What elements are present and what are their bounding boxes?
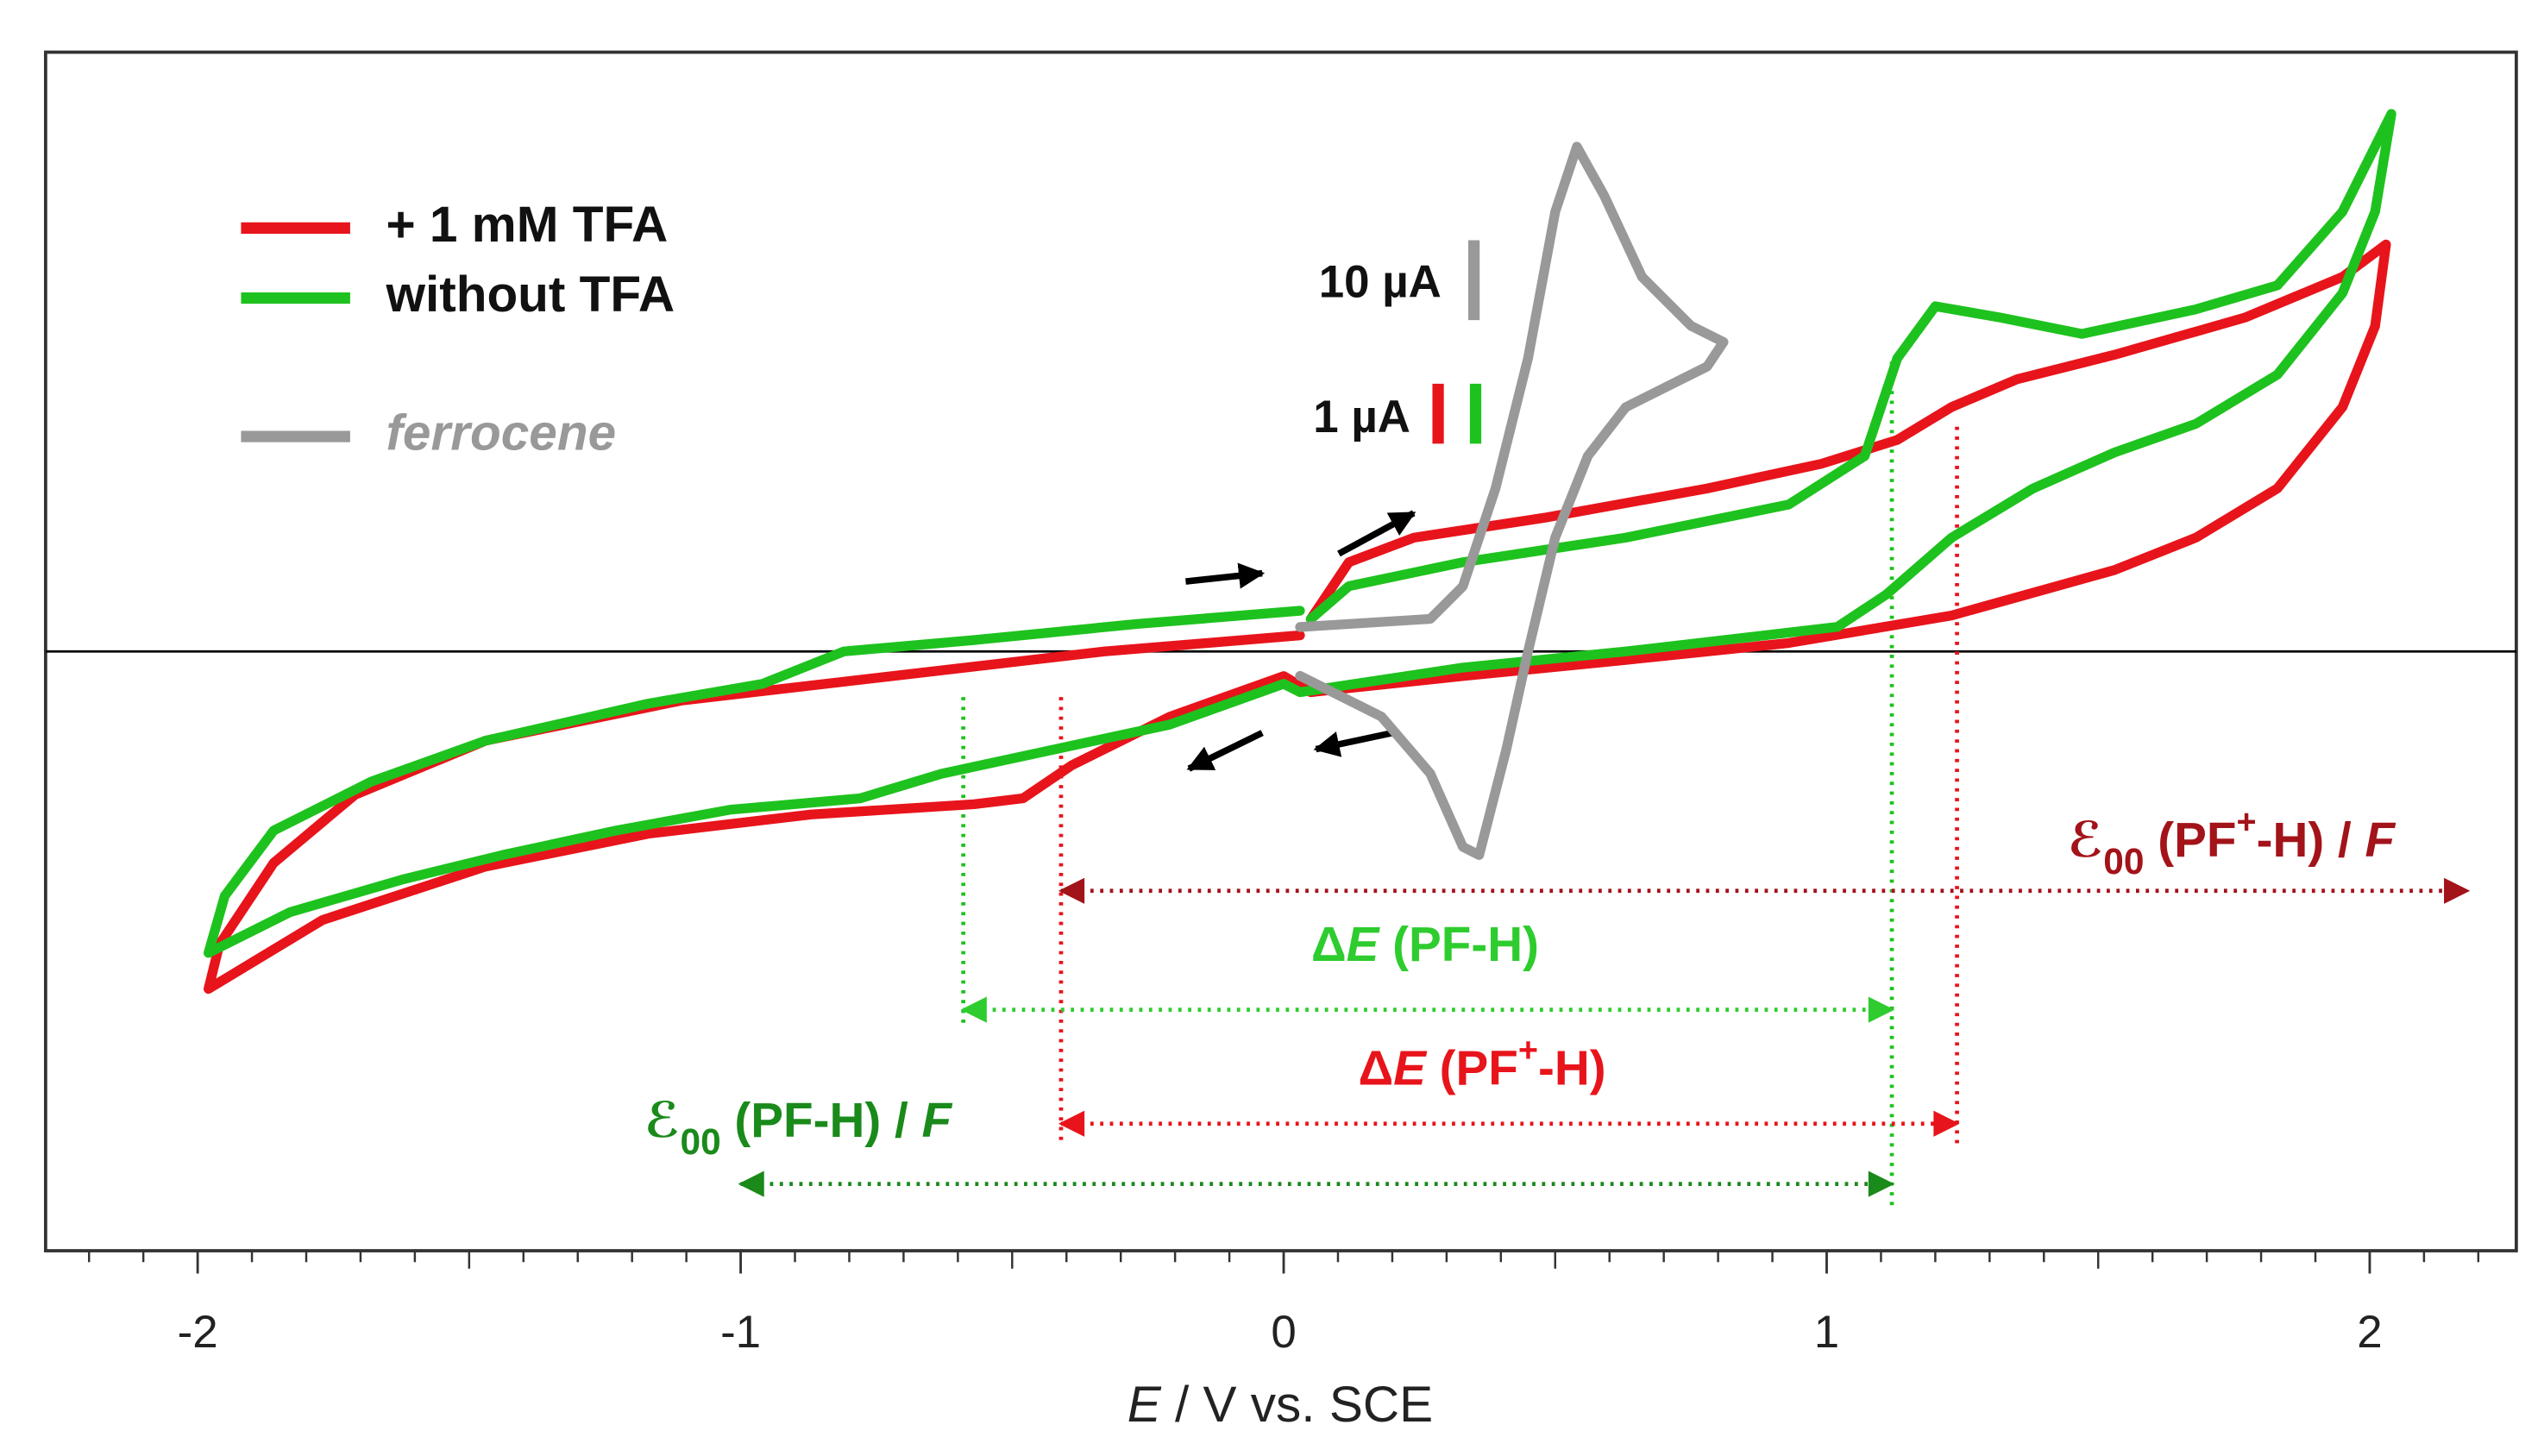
label-part: Δ [1311, 918, 1347, 972]
label-part: E [1128, 1378, 1162, 1434]
series-line [203, 239, 2391, 995]
label-part: / V vs. SCE [1161, 1378, 1433, 1434]
x-tick-label: 2 [2357, 1307, 2382, 1358]
x-tick-label: 0 [1271, 1307, 1296, 1358]
label-part: E [1347, 918, 1381, 972]
legend-label: + 1 mM TFA [386, 197, 668, 253]
interval-label: ℰ00 (PF-H) / F [644, 1094, 952, 1162]
label-part: (PF [1426, 1041, 1518, 1095]
scan-arrow [1313, 729, 1393, 757]
label-part: (PF [2145, 813, 2237, 868]
scale-bar-label: 1 µA [1313, 392, 1410, 442]
scan-arrow [1186, 730, 1264, 772]
scan-arrow [1185, 562, 1266, 589]
label-part: -H) [1538, 1041, 1606, 1095]
label-part: F [921, 1094, 952, 1148]
label-part: E [1393, 1041, 1428, 1095]
label-part: 00 [680, 1120, 720, 1161]
label-part: -H) / [2257, 813, 2365, 868]
label-part: 00 [2103, 841, 2144, 882]
legend-label: without TFA [385, 267, 675, 323]
x-tick-label: -2 [178, 1307, 218, 1358]
series-line [1295, 141, 1729, 860]
x-axis-label: E / V vs. SCE [1128, 1378, 1433, 1434]
scan-arrow [1337, 510, 1416, 557]
interval-label: ΔE (PF-H) [1311, 918, 1539, 972]
label-part: (PF-H) / [721, 1094, 922, 1148]
label-part: ℰ [2068, 813, 2103, 868]
label-part: + [1518, 1032, 1538, 1070]
scale-bar-label: 10 µA [1319, 256, 1442, 307]
series-line [203, 109, 2396, 958]
interval-label: ΔE (PF+-H) [1358, 1032, 1605, 1095]
label-part: + [2236, 804, 2256, 842]
interval-label: ℰ00 (PF+-H) / F [2068, 804, 2396, 882]
label-part: Δ [1358, 1041, 1393, 1095]
label-part: F [2365, 813, 2396, 868]
scan-arrows [1185, 510, 1416, 772]
label-part: ℰ [644, 1094, 680, 1148]
x-tick-label: -1 [720, 1307, 761, 1358]
x-tick-label: 1 [1814, 1307, 1839, 1358]
legend-label: ferrocene [386, 405, 616, 461]
label-part: (PF-H) [1379, 918, 1539, 972]
